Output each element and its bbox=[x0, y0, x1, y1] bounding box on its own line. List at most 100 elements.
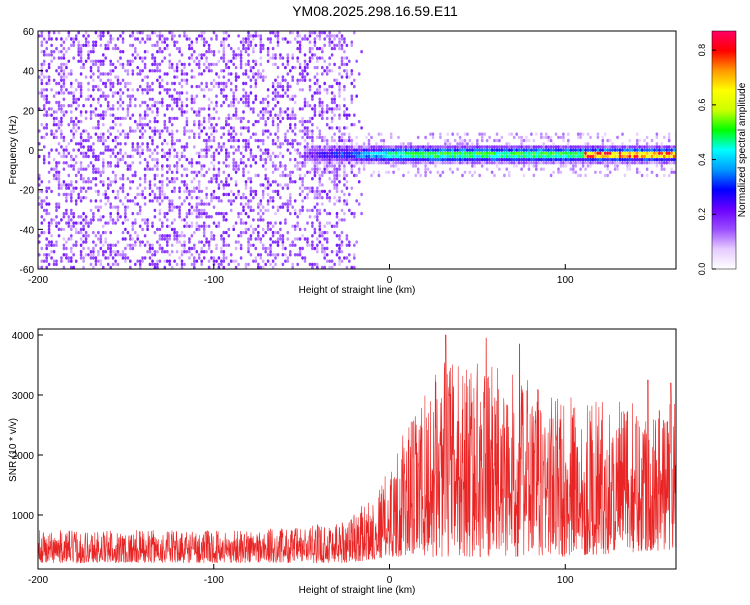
heatmap-cell bbox=[207, 88, 211, 92]
heatmap-cell bbox=[94, 199, 98, 203]
heatmap-cell bbox=[111, 148, 115, 152]
heatmap-cell bbox=[488, 145, 491, 149]
heatmap-cell bbox=[298, 161, 302, 165]
heatmap-cell bbox=[225, 31, 228, 35]
heatmap-cell bbox=[318, 132, 322, 136]
heatmap-cell bbox=[409, 142, 413, 146]
heatmap-cell bbox=[340, 132, 344, 136]
heatmap-cell bbox=[579, 157, 582, 162]
heatmap-cell bbox=[168, 31, 171, 35]
heatmap-cell bbox=[126, 59, 130, 63]
heatmap-cell bbox=[293, 138, 297, 143]
heatmap-cell bbox=[628, 157, 632, 162]
heatmap-cell bbox=[367, 138, 371, 143]
heatmap-cell bbox=[480, 154, 484, 159]
heatmap-cell bbox=[348, 132, 351, 136]
heatmap-cell bbox=[92, 167, 95, 171]
heatmap-cell bbox=[197, 227, 201, 232]
heatmap-cell bbox=[234, 161, 238, 165]
heatmap-cell bbox=[70, 116, 73, 121]
heatmap-cell bbox=[286, 116, 290, 121]
heatmap-cell bbox=[461, 173, 464, 178]
heatmap-cell bbox=[225, 256, 228, 260]
heatmap-cell bbox=[392, 148, 395, 152]
heatmap-cell bbox=[631, 161, 634, 165]
heatmap-cell bbox=[296, 221, 299, 225]
heatmap-cell bbox=[343, 56, 346, 60]
heatmap-cell bbox=[161, 100, 164, 105]
heatmap-cell bbox=[478, 173, 481, 178]
heatmap-cell bbox=[289, 151, 292, 155]
heatmap-cell bbox=[259, 62, 263, 67]
heatmap-cell bbox=[42, 157, 46, 162]
heatmap-cell bbox=[318, 148, 322, 152]
heatmap-cell bbox=[79, 81, 83, 86]
heatmap-cell bbox=[249, 34, 253, 38]
heatmap-cell bbox=[291, 142, 294, 146]
heatmap-cell bbox=[156, 173, 159, 178]
heatmap-cell bbox=[552, 161, 555, 165]
heatmap-cell bbox=[82, 211, 85, 216]
heatmap-cell bbox=[57, 151, 61, 155]
heatmap-cell bbox=[52, 157, 56, 162]
heatmap-cell bbox=[92, 154, 95, 159]
heatmap-cell bbox=[99, 259, 103, 263]
heatmap-cell bbox=[478, 148, 481, 152]
heatmap-cell bbox=[175, 237, 179, 241]
heatmap-cell bbox=[222, 43, 226, 48]
heatmap-cell bbox=[416, 151, 420, 155]
heatmap-cell bbox=[106, 72, 110, 76]
heatmap-cell bbox=[547, 161, 550, 165]
heatmap-cell bbox=[77, 221, 80, 225]
heatmap-cell bbox=[87, 97, 90, 101]
heatmap-cell bbox=[227, 227, 231, 232]
heatmap-cell bbox=[225, 177, 228, 181]
heatmap-cell bbox=[136, 234, 139, 238]
heatmap-cell bbox=[55, 129, 58, 133]
heatmap-cell bbox=[229, 104, 233, 108]
heatmap-cell bbox=[82, 186, 85, 190]
heatmap-cell bbox=[628, 164, 632, 168]
heatmap-cell bbox=[321, 104, 324, 108]
heatmap-cell bbox=[478, 157, 481, 162]
heatmap-cell bbox=[97, 69, 100, 73]
heatmap-cell bbox=[261, 97, 265, 101]
heatmap-cell bbox=[200, 56, 203, 60]
heatmap-cell bbox=[325, 65, 329, 70]
heatmap-cell bbox=[660, 157, 664, 162]
heatmap-cell bbox=[252, 65, 255, 70]
heatmap-cell bbox=[106, 196, 110, 200]
heatmap-cell bbox=[325, 145, 329, 149]
heatmap-cell bbox=[134, 230, 137, 235]
heatmap-cell bbox=[161, 40, 164, 44]
heatmap-cell bbox=[303, 69, 307, 73]
heatmap-cell bbox=[586, 157, 590, 162]
heatmap-cell bbox=[237, 100, 240, 105]
heatmap-cell bbox=[222, 183, 226, 187]
heatmap-cell bbox=[584, 148, 587, 152]
heatmap-cell bbox=[490, 148, 494, 152]
heatmap-cell bbox=[431, 154, 435, 159]
heatmap-cell bbox=[313, 157, 317, 162]
heatmap-cell bbox=[345, 265, 349, 269]
heatmap-cell bbox=[244, 104, 248, 108]
heatmap-cell bbox=[50, 234, 53, 238]
heatmap-cell bbox=[148, 148, 152, 152]
heatmap-cell bbox=[591, 161, 595, 165]
heatmap-cell bbox=[281, 78, 285, 82]
heatmap-cell bbox=[259, 199, 263, 203]
heatmap-cell bbox=[306, 154, 309, 159]
heatmap-cell bbox=[335, 167, 339, 171]
heatmap-cell bbox=[353, 164, 356, 168]
heatmap-cell bbox=[350, 72, 354, 76]
heatmap-cell bbox=[530, 151, 533, 155]
heatmap-cell bbox=[335, 157, 339, 162]
heatmap-cell bbox=[114, 173, 117, 178]
heatmap-cell bbox=[92, 218, 95, 222]
heatmap-cell bbox=[89, 161, 93, 165]
heatmap-cell bbox=[166, 43, 169, 48]
heatmap-cell bbox=[535, 145, 538, 149]
heatmap-cell bbox=[562, 164, 565, 168]
heatmap-cell bbox=[397, 151, 400, 155]
heatmap-cell bbox=[131, 129, 135, 133]
